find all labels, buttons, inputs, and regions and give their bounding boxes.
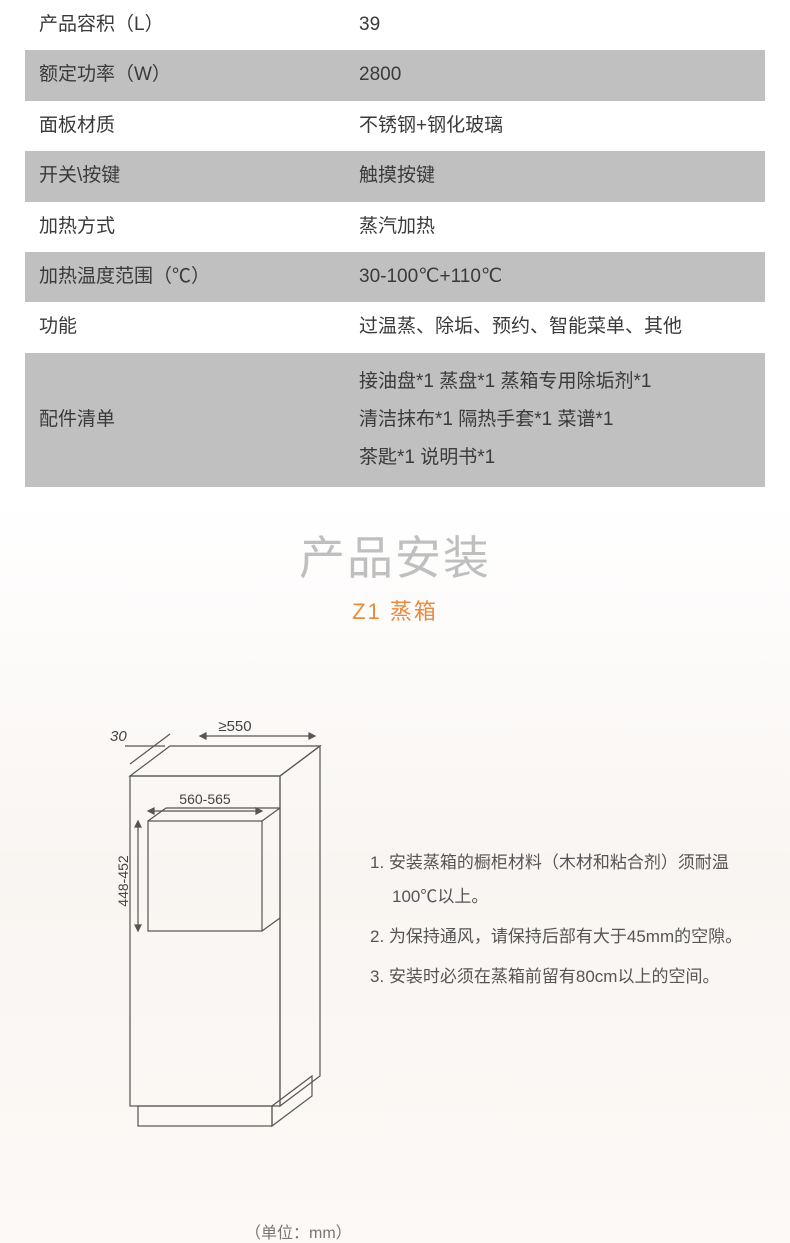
spec-label: 加热温度范围（℃） [25, 252, 345, 302]
section-subtitle: Z1 蒸箱 [0, 594, 790, 626]
dim-depth-top: ≥550 [218, 718, 251, 735]
spec-row: 加热温度范围（℃）30-100℃+110℃ [25, 252, 765, 302]
cabinet-diagram: ≥550 30 560-565 448-452 [70, 716, 350, 1151]
spec-value: 触摸按键 [345, 151, 765, 201]
spec-row: 开关\按键触摸按键 [25, 151, 765, 201]
spec-label: 产品容积（L） [25, 0, 345, 50]
spec-row: 加热方式蒸汽加热 [25, 202, 765, 252]
unit-label: （单位：mm） [0, 1219, 790, 1243]
spec-row: 面板材质不锈钢+钢化玻璃 [25, 101, 765, 151]
spec-label: 配件清单 [25, 353, 345, 487]
spec-label: 面板材质 [25, 101, 345, 151]
spec-value: 不锈钢+钢化玻璃 [345, 101, 765, 151]
spec-value: 39 [345, 0, 765, 50]
spec-value: 2800 [345, 50, 765, 100]
section-title-block: 产品安装 Z1 蒸箱 [0, 522, 790, 626]
section-title: 产品安装 [0, 522, 790, 588]
dim-opening-height: 448-452 [115, 855, 131, 907]
spec-label: 开关\按键 [25, 151, 345, 201]
spec-value: 蒸汽加热 [345, 202, 765, 252]
install-note-item: 1. 安装蒸箱的橱柜材料（木材和粘合剂）须耐温100℃以上。 [370, 846, 765, 914]
spec-row: 额定功率（W）2800 [25, 50, 765, 100]
spec-value: 过温蒸、除垢、预约、智能菜单、其他 [345, 302, 765, 352]
spec-value: 30-100℃+110℃ [345, 252, 765, 302]
dim-opening-width: 560-565 [179, 791, 231, 807]
spec-label: 加热方式 [25, 202, 345, 252]
spec-row: 配件清单接油盘*1 蒸盘*1 蒸箱专用除垢剂*1清洁抹布*1 隔热手套*1 菜谱… [25, 353, 765, 487]
spec-label: 额定功率（W） [25, 50, 345, 100]
install-notes: 1. 安装蒸箱的橱柜材料（木材和粘合剂）须耐温100℃以上。 2. 为保持通风，请… [350, 716, 765, 1151]
spec-label: 功能 [25, 302, 345, 352]
spec-table: 产品容积（L）39额定功率（W）2800面板材质不锈钢+钢化玻璃开关\按键触摸按… [25, 0, 765, 487]
spec-value: 接油盘*1 蒸盘*1 蒸箱专用除垢剂*1清洁抹布*1 隔热手套*1 菜谱*1茶匙… [345, 353, 765, 487]
install-note-item: 2. 为保持通风，请保持后部有大于45mm的空隙。 [370, 920, 765, 954]
dim-depth-side: 30 [110, 728, 127, 745]
install-area: ≥550 30 560-565 448-452 1. 安装蒸箱的橱柜材料（木材和… [0, 716, 790, 1211]
install-note-item: 3. 安装时必须在蒸箱前留有80cm以上的空间。 [370, 960, 765, 994]
spec-row: 功能过温蒸、除垢、预约、智能菜单、其他 [25, 302, 765, 352]
spec-row: 产品容积（L）39 [25, 0, 765, 50]
